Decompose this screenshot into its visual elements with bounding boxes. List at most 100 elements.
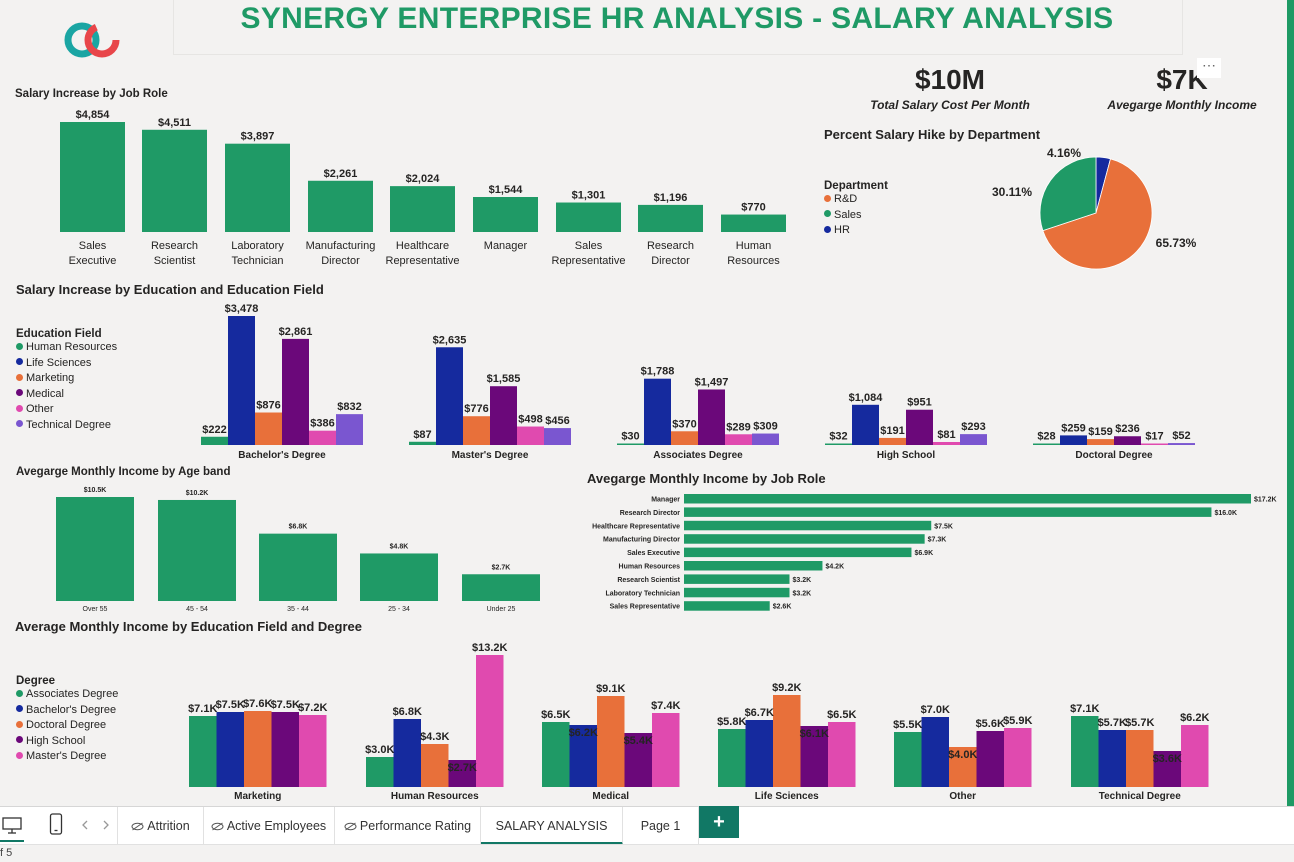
category-label: Over 55 [83,606,108,613]
data-label: $6.2K [569,727,598,739]
category-label: Bachelor's Degree [238,450,326,461]
legend-item-masters[interactable]: Master's Degree [16,749,118,765]
legend-item-life-sciences[interactable]: Life Sciences [16,356,117,372]
legend-item-sales[interactable]: Sales [824,208,888,224]
bar [721,214,786,232]
bar [725,434,752,445]
tab-attrition[interactable]: Attrition [117,807,204,845]
data-label: $1,301 [572,190,606,202]
tab-performance-rating[interactable]: Performance Rating [335,807,481,845]
data-label: $2,024 [406,173,441,185]
bar [56,497,134,601]
data-label: $3.0K [365,744,394,756]
legend-item-technical-degree[interactable]: Technical Degree [16,418,117,434]
data-label: $6.7K [745,707,774,719]
category-label: Director [321,255,360,267]
bar [462,574,540,601]
data-label: $1,084 [849,392,884,404]
data-label: $5.4K [624,735,653,747]
bar [698,389,725,445]
category-label: Medical [592,791,629,802]
legend-item-doctoral[interactable]: Doctoral Degree [16,718,118,734]
bar [1033,443,1060,445]
tab-page-1[interactable]: Page 1 [623,807,699,845]
mobile-view-icon[interactable] [49,813,63,835]
data-label: $6.1K [800,728,829,740]
legend-item-high-school[interactable]: High School [16,734,118,750]
data-label: $5.7K [1125,717,1154,729]
data-label: $309 [753,421,777,433]
category-label: Sales [79,240,107,252]
chevron-left-icon[interactable] [81,820,89,830]
bar [476,655,504,787]
bar [718,729,746,787]
category-label: Representative [552,255,626,267]
bar [949,747,977,787]
data-label: $293 [961,421,985,433]
data-label: $6.5K [827,709,856,721]
bar [142,129,207,232]
bar [366,757,394,787]
legend-item-human-resources[interactable]: Human Resources [16,340,117,356]
kpi-total-salary-value: $10M [914,64,986,95]
legend-dot [824,225,831,233]
legend-item-bachelors[interactable]: Bachelor's Degree [16,703,118,719]
legend-item-rnd[interactable]: R&D [824,192,888,208]
data-label: $776 [464,403,488,415]
legend-dot [16,689,23,697]
bar [556,202,621,232]
bar [517,426,544,445]
bar [671,431,698,445]
tab-active-employees[interactable]: Active Employees [203,807,335,845]
category-label: Healthcare [396,240,449,252]
data-label: $1,585 [487,373,521,385]
data-label: $6.2K [1180,712,1209,724]
bar [1004,728,1032,787]
category-label: Master's Degree [452,450,529,461]
bar [1098,730,1126,787]
category-label: 45 - 54 [186,606,208,613]
legend-item-other[interactable]: Other [16,402,117,418]
more-options-button[interactable]: ⋯ [1197,58,1221,78]
legend-item-associates[interactable]: Associates Degree [16,687,118,703]
data-label: $456 [545,415,569,427]
data-label: $951 [907,397,931,409]
data-label: $7.0K [921,704,950,716]
chevron-right-icon[interactable] [102,820,110,830]
bar [800,726,828,787]
data-label: $81 [937,429,955,441]
bar [259,533,337,601]
data-label: $6.5K [541,709,570,721]
bar [244,711,272,787]
tab-salary-analysis[interactable]: SALARY ANALYSIS [481,807,623,845]
bar [225,143,290,232]
legend-dot [16,420,23,428]
data-label: $498 [518,414,542,426]
add-page-button[interactable]: + [699,806,739,838]
desktop-view-icon[interactable] [2,817,22,835]
bar [1087,439,1114,445]
category-label: Sales Representative [610,604,681,611]
category-label: High School [877,450,936,461]
legend-item-medical[interactable]: Medical [16,387,117,403]
data-label: $3.2K [792,590,811,597]
legend-label: Other [26,403,54,415]
legend-label: Medical [26,387,64,400]
legend-item-hr[interactable]: HR [824,223,888,239]
bar [271,712,299,787]
bar [189,716,217,787]
bar [201,436,228,445]
tab-label: SALARY ANALYSIS [495,819,608,833]
legend-dot [16,705,23,713]
category-label: Human [736,240,771,252]
tab-label: Active Employees [226,819,327,833]
legend-dot [16,358,23,366]
bar [597,696,625,787]
tab-label: Page 1 [640,819,681,833]
category-label: Director [651,255,690,267]
page-count-text: f 5 [0,847,13,859]
data-label: $7.4K [651,700,680,712]
hidden-eye-icon [344,822,357,831]
legend-item-marketing[interactable]: Marketing [16,371,117,387]
data-label: $7.1K [188,703,217,715]
